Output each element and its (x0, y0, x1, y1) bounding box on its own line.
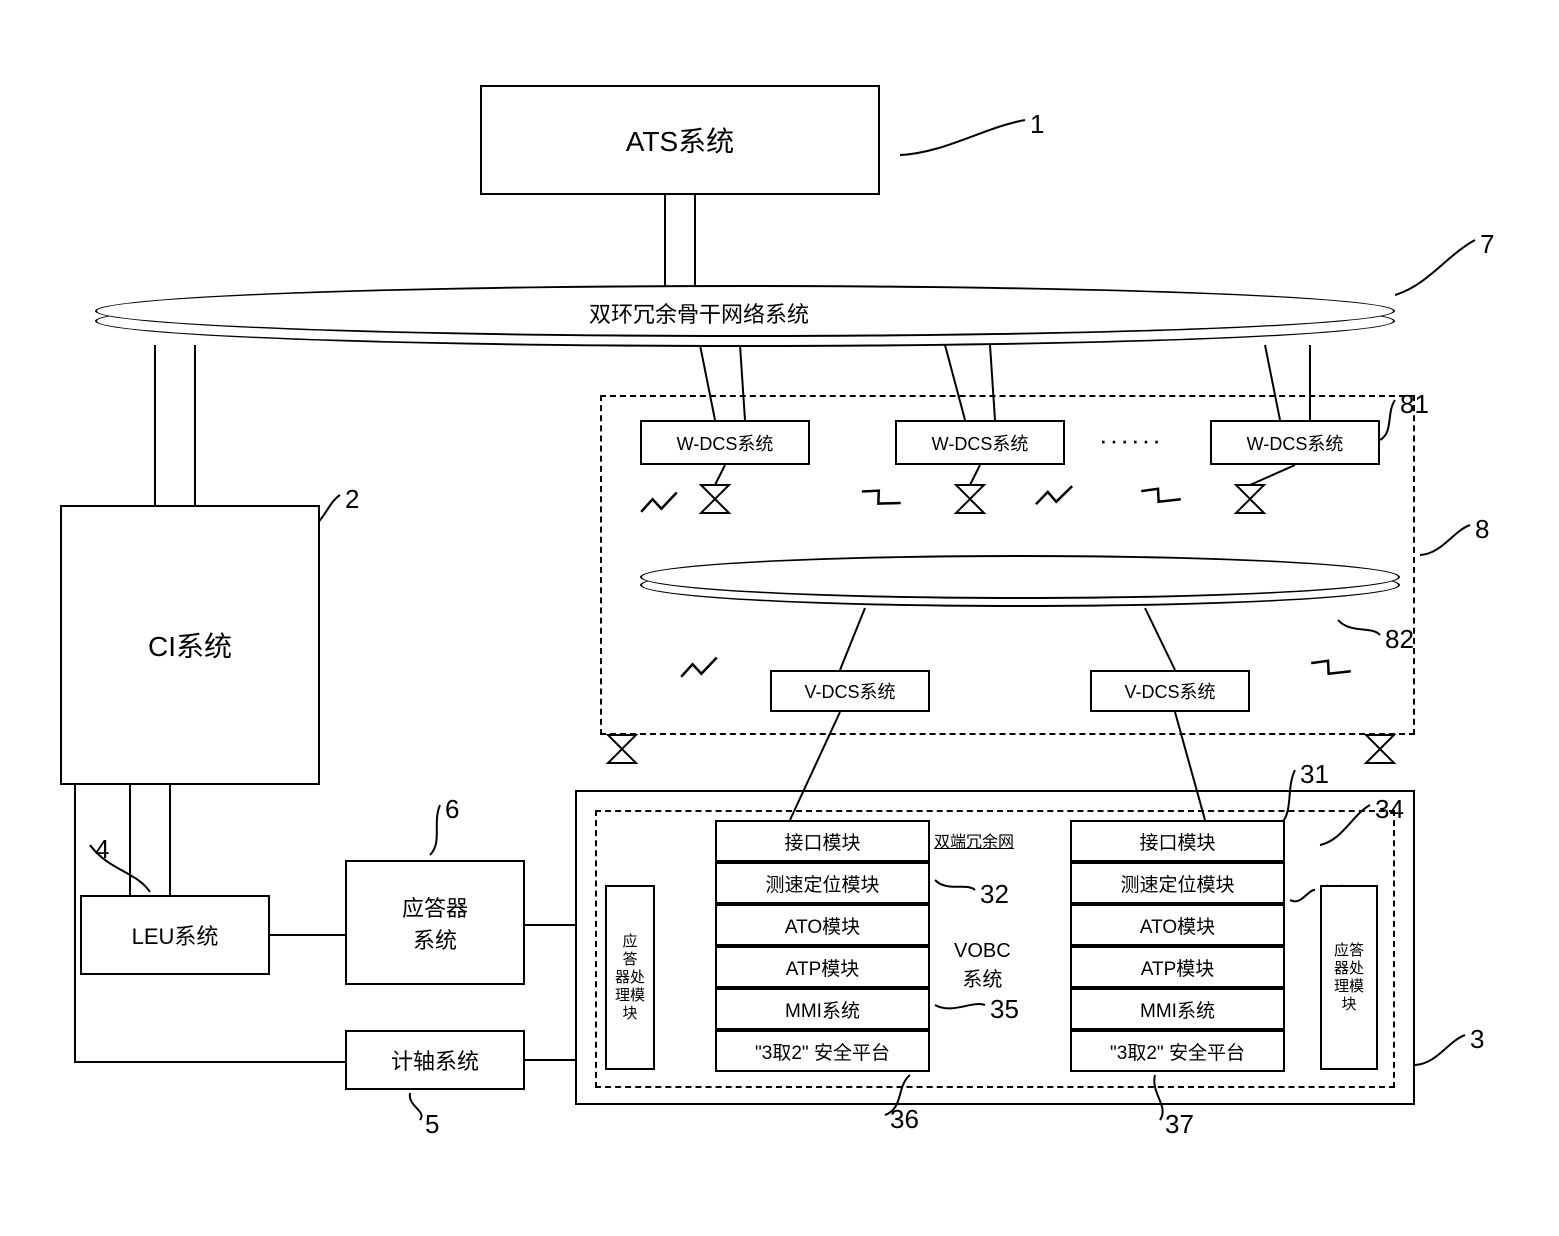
svg-text:1: 1 (1030, 109, 1044, 139)
ci-label: CI系统 (148, 625, 232, 665)
svg-text:2: 2 (345, 484, 359, 514)
redundant-net-label: 双端冗余网 (930, 828, 1018, 852)
leu-label: LEU系统 (132, 919, 219, 951)
svg-text:8: 8 (1475, 514, 1489, 544)
stack-row-interface: 接口模块 (1070, 820, 1285, 862)
trans-proc-r-label: 应答 器处 理模 块 (1334, 942, 1364, 1014)
backbone-label: 双环冗余骨干网络系统 (585, 297, 813, 329)
ci-system-box: CI系统 (60, 505, 320, 785)
wdcs-box-3: W-DCS系统 (1210, 420, 1380, 465)
wireless-ring (640, 555, 1400, 610)
transponder-box: 应答器 系统 (345, 860, 525, 985)
wdcs-label-2: W-DCS系统 (932, 430, 1029, 456)
stack-row-ato: ATO模块 (1070, 904, 1285, 946)
axle-box: 计轴系统 (345, 1030, 525, 1090)
svg-text:5: 5 (425, 1109, 439, 1139)
stack-row-ato: ATO模块 (715, 904, 930, 946)
vobc-center-label: VOBC 系统 (950, 940, 1015, 992)
stack-row-atp: ATP模块 (1070, 946, 1285, 988)
stack-row-platform: "3取2" 安全平台 (1070, 1030, 1285, 1072)
svg-text:36: 36 (890, 1104, 919, 1134)
svg-text:37: 37 (1165, 1109, 1194, 1139)
transponder-label: 应答器 系统 (402, 891, 468, 955)
svg-text:31: 31 (1300, 759, 1329, 789)
transponder-proc-right: 应答 器处 理模 块 (1320, 885, 1378, 1070)
trans-proc-l-label: 应 答 器处 理模 块 (615, 933, 645, 1023)
stack-row-speed: 测速定位模块 (715, 862, 930, 904)
stack-row-atp: ATP模块 (715, 946, 930, 988)
stack-row-mmi: MMI系统 (1070, 988, 1285, 1030)
wdcs-label-3: W-DCS系统 (1247, 430, 1344, 456)
stack-row-platform: "3取2" 安全平台 (715, 1030, 930, 1072)
transponder-proc-left: 应 答 器处 理模 块 (605, 885, 655, 1070)
stack-row-interface: 接口模块 (715, 820, 930, 862)
wdcs-box-1: W-DCS系统 (640, 420, 810, 465)
vdcs-box-1: V-DCS系统 (770, 670, 930, 712)
svg-text:3: 3 (1470, 1024, 1484, 1054)
svg-text:7: 7 (1480, 229, 1494, 259)
vdcs-box-2: V-DCS系统 (1090, 670, 1250, 712)
ats-system-box: ATS系统 (480, 85, 880, 195)
svg-text:6: 6 (445, 794, 459, 824)
wdcs-box-2: W-DCS系统 (895, 420, 1065, 465)
stack-row-mmi: MMI系统 (715, 988, 930, 1030)
vdcs-label-1: V-DCS系统 (804, 678, 895, 704)
backbone-ring: 双环冗余骨干网络系统 (95, 285, 1395, 347)
wdcs-ellipsis: ······ (1095, 425, 1167, 456)
wdcs-label-1: W-DCS系统 (677, 430, 774, 456)
leu-system-box: LEU系统 (80, 895, 270, 975)
stack-row-speed: 测速定位模块 (1070, 862, 1285, 904)
svg-text:4: 4 (95, 834, 109, 864)
axle-label: 计轴系统 (391, 1044, 479, 1076)
vdcs-label-2: V-DCS系统 (1124, 678, 1215, 704)
ats-label: ATS系统 (626, 120, 734, 160)
